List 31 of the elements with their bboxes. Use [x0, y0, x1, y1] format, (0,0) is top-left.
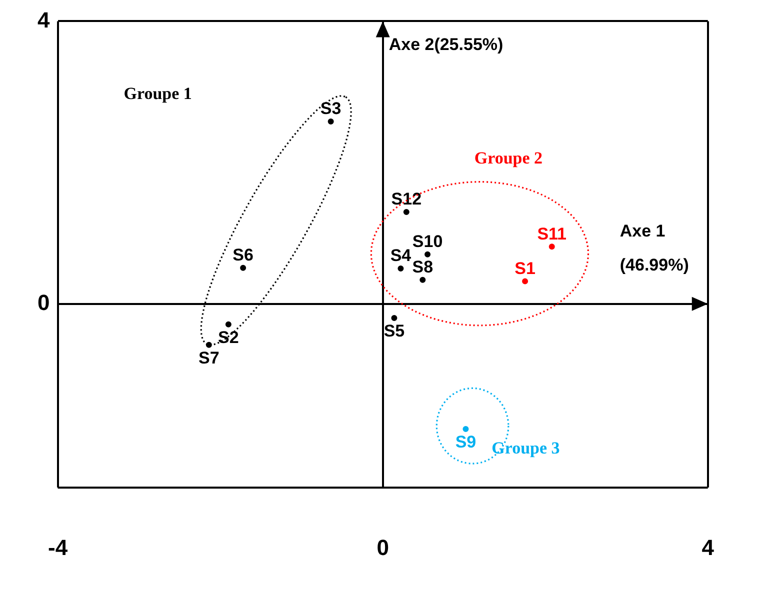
data-label: S7 — [198, 348, 220, 368]
x-tick-label: 4 — [702, 534, 715, 560]
series-label: Groupe 3 — [492, 438, 560, 458]
point — [420, 276, 426, 283]
point — [328, 118, 334, 125]
point — [424, 251, 431, 258]
x-tick-label: -4 — [48, 534, 68, 560]
point — [522, 278, 528, 284]
data-label: S10 — [412, 232, 443, 252]
point — [240, 264, 246, 271]
data-label: S11 — [537, 224, 567, 244]
point — [462, 426, 469, 432]
data-label: S6 — [232, 246, 254, 265]
point — [225, 321, 232, 328]
point — [403, 209, 410, 215]
y-axis-title: Axe 2(25.55%) — [388, 34, 504, 54]
point — [548, 244, 555, 250]
data-label: S8 — [412, 258, 434, 277]
data-label: S1 — [514, 258, 536, 278]
data-label: S2 — [218, 328, 239, 348]
data-label: S3 — [320, 99, 342, 118]
point — [398, 266, 404, 272]
data-label: S12 — [391, 190, 422, 209]
x-axis-title: Axe 1 (46.99%) — [620, 222, 689, 275]
data-label: S9 — [455, 432, 476, 452]
x-tick-label: 0 — [376, 534, 389, 560]
text: Groupe 2 — [474, 148, 543, 168]
data-label: S5 — [384, 322, 405, 341]
text: Groupe 1 — [124, 84, 192, 104]
point — [391, 315, 398, 321]
data-label: S4 — [390, 246, 412, 266]
